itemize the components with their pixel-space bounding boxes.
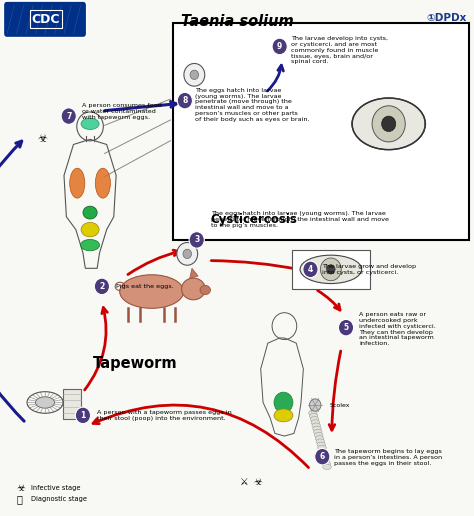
Text: 6: 6 xyxy=(319,452,325,461)
Ellipse shape xyxy=(323,464,331,470)
Circle shape xyxy=(183,249,191,259)
Circle shape xyxy=(61,108,76,124)
Text: 5: 5 xyxy=(344,323,348,332)
Circle shape xyxy=(310,399,321,411)
Circle shape xyxy=(315,448,330,465)
Ellipse shape xyxy=(316,439,325,444)
Ellipse shape xyxy=(310,416,319,422)
Text: 3: 3 xyxy=(194,235,200,245)
Ellipse shape xyxy=(313,426,321,431)
Ellipse shape xyxy=(320,455,329,460)
Circle shape xyxy=(75,407,91,424)
Circle shape xyxy=(382,116,396,132)
Text: 1: 1 xyxy=(80,411,86,420)
Text: 9: 9 xyxy=(277,42,283,51)
Ellipse shape xyxy=(322,461,330,466)
Text: A person with a tapeworm passes eggs in
their stool (poop) into the environment.: A person with a tapeworm passes eggs in … xyxy=(97,410,232,421)
Text: The eggs hatch into larvae
(young worms). The larvae
penetrate (move through) th: The eggs hatch into larvae (young worms)… xyxy=(195,88,310,122)
Text: 8: 8 xyxy=(182,96,188,105)
Polygon shape xyxy=(190,268,198,279)
Text: CDC: CDC xyxy=(32,12,60,26)
Text: Taenia solium: Taenia solium xyxy=(181,14,293,29)
Text: The eggs hatch into larvae (young worms). The larvae
penetrate (move through) th: The eggs hatch into larvae (young worms)… xyxy=(211,212,389,228)
Circle shape xyxy=(190,70,199,79)
Ellipse shape xyxy=(311,420,319,425)
Ellipse shape xyxy=(312,423,320,428)
Circle shape xyxy=(177,92,192,109)
Text: Pigs eat the eggs.: Pigs eat the eggs. xyxy=(116,284,174,289)
Ellipse shape xyxy=(81,222,99,237)
Ellipse shape xyxy=(321,458,329,463)
Text: Tapeworm: Tapeworm xyxy=(93,356,177,372)
Text: A person eats raw or
undercooked pork
infected with cysticerci.
They can then de: A person eats raw or undercooked pork in… xyxy=(359,312,436,346)
Ellipse shape xyxy=(318,445,326,450)
Ellipse shape xyxy=(310,413,318,418)
Circle shape xyxy=(303,261,318,278)
Ellipse shape xyxy=(182,278,205,300)
Text: Scolex: Scolex xyxy=(329,402,350,408)
Text: ☣: ☣ xyxy=(17,482,25,493)
Ellipse shape xyxy=(319,448,327,454)
Ellipse shape xyxy=(81,239,100,251)
Circle shape xyxy=(372,106,405,142)
Ellipse shape xyxy=(309,410,317,415)
Text: Infective stage: Infective stage xyxy=(31,485,80,491)
Text: Diagnostic stage: Diagnostic stage xyxy=(31,496,87,503)
Text: The larvae develop into cysts,
or cysticerci, and are most
commonly found in mus: The larvae develop into cysts, or cystic… xyxy=(291,36,388,64)
Ellipse shape xyxy=(314,429,322,434)
Ellipse shape xyxy=(315,436,324,441)
Text: 2: 2 xyxy=(99,282,105,291)
Text: ①DPDx: ①DPDx xyxy=(427,13,467,23)
Ellipse shape xyxy=(200,285,210,295)
Circle shape xyxy=(338,319,354,336)
Circle shape xyxy=(184,63,205,86)
Ellipse shape xyxy=(119,275,184,309)
Ellipse shape xyxy=(319,452,328,457)
Text: ☣: ☣ xyxy=(37,134,48,144)
Ellipse shape xyxy=(300,255,362,284)
FancyBboxPatch shape xyxy=(3,1,87,38)
Text: The larvae grow and develop
into cysts, or cysticerci.: The larvae grow and develop into cysts, … xyxy=(322,264,417,275)
Ellipse shape xyxy=(274,409,293,422)
Text: 7: 7 xyxy=(66,111,72,121)
Text: The tapeworm begins to lay eggs
in a person’s intestines. A person
passes the eg: The tapeworm begins to lay eggs in a per… xyxy=(334,449,442,465)
Bar xyxy=(63,389,81,419)
Ellipse shape xyxy=(314,432,323,438)
Circle shape xyxy=(320,258,341,281)
Ellipse shape xyxy=(70,168,85,198)
Text: 4: 4 xyxy=(308,265,313,274)
Ellipse shape xyxy=(83,206,97,219)
Circle shape xyxy=(272,38,287,55)
Text: 🐟: 🐟 xyxy=(17,494,22,505)
Bar xyxy=(173,23,469,240)
Text: A person consumes food
or water contaminated
with tapeworm eggs.: A person consumes food or water contamin… xyxy=(82,103,162,120)
Text: ⚔: ⚔ xyxy=(240,477,248,488)
Text: ☣: ☣ xyxy=(254,477,263,488)
Bar xyxy=(292,250,370,289)
Circle shape xyxy=(94,278,109,295)
Text: Cysticercosis: Cysticercosis xyxy=(210,213,297,226)
Circle shape xyxy=(177,243,198,265)
Ellipse shape xyxy=(352,98,425,150)
Circle shape xyxy=(327,265,335,274)
Ellipse shape xyxy=(317,442,326,447)
Ellipse shape xyxy=(36,397,55,408)
Ellipse shape xyxy=(95,168,110,198)
Ellipse shape xyxy=(81,118,99,130)
Ellipse shape xyxy=(274,392,293,413)
Circle shape xyxy=(189,232,204,248)
